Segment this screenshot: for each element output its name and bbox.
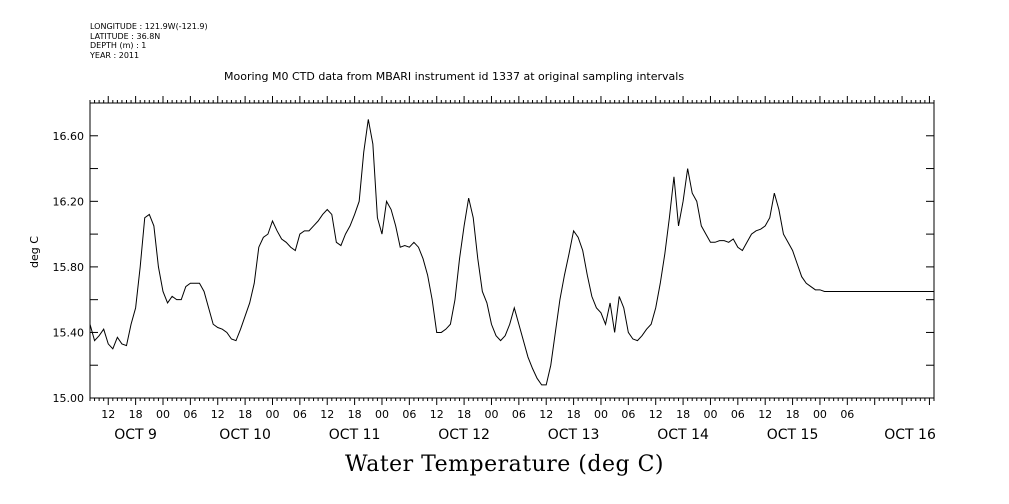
x-hour-label: 00	[375, 408, 389, 421]
y-axis-label: deg C	[28, 236, 41, 268]
metadata-block: LONGITUDE : 121.9W(-121.9) LATITUDE : 36…	[90, 22, 208, 60]
x-day-label: OCT 12	[438, 427, 490, 443]
x-hour-label: 18	[129, 408, 143, 421]
x-hour-label: 12	[211, 408, 225, 421]
x-hour-label: 12	[649, 408, 663, 421]
chart-title: Mooring M0 CTD data from MBARI instrumen…	[224, 70, 685, 83]
x-day-label: OCT 14	[657, 427, 709, 443]
x-day-label: OCT 10	[219, 427, 271, 443]
x-hour-label: 00	[156, 408, 170, 421]
x-hour-label: 06	[183, 408, 197, 421]
year-text: YEAR : 2011	[90, 50, 140, 60]
x-day-label: OCT 15	[767, 427, 819, 443]
x-hour-label: 00	[813, 408, 827, 421]
x-hour-label: 00	[703, 408, 717, 421]
x-hour-label: 00	[594, 408, 608, 421]
longitude-text: LONGITUDE : 121.9W(-121.9)	[90, 22, 208, 31]
x-axis-title: Water Temperature (deg C)	[345, 452, 664, 477]
x-hour-label: 06	[402, 408, 416, 421]
x-day-label: OCT 16	[884, 427, 936, 443]
x-hour-label: 00	[265, 408, 279, 421]
x-hour-label: 06	[621, 408, 635, 421]
x-hour-label: 18	[457, 408, 471, 421]
x-hour-label: 12	[320, 408, 334, 421]
depth-text: DEPTH (m) : 1	[90, 41, 147, 50]
x-hour-label: 18	[567, 408, 581, 421]
y-tick-label: 15.00	[53, 392, 85, 405]
x-hour-label: 06	[731, 408, 745, 421]
x-day-label: OCT 11	[329, 427, 381, 443]
x-hour-label: 18	[348, 408, 362, 421]
y-tick-label: 16.20	[53, 195, 85, 208]
x-hour-label: 18	[676, 408, 690, 421]
x-hour-label: 12	[101, 408, 115, 421]
x-hour-label: 12	[430, 408, 444, 421]
x-hour-label: 06	[840, 408, 854, 421]
x-hour-label: 12	[539, 408, 553, 421]
x-hour-label: 06	[293, 408, 307, 421]
x-hour-label: 12	[758, 408, 772, 421]
temperature-series-line	[89, 119, 934, 386]
x-hour-label: 18	[238, 408, 252, 421]
x-hour-label: 18	[786, 408, 800, 421]
x-hour-label: 06	[512, 408, 526, 421]
y-tick-label: 16.60	[53, 130, 85, 143]
x-day-label: OCT 13	[548, 427, 600, 443]
x-day-label: OCT 9	[114, 427, 157, 443]
y-tick-label: 15.80	[53, 261, 85, 274]
y-tick-label: 15.40	[53, 326, 85, 339]
latitude-text: LATITUDE : 36.8N	[90, 31, 161, 41]
plot-frame	[89, 102, 935, 399]
x-hour-label: 00	[484, 408, 498, 421]
